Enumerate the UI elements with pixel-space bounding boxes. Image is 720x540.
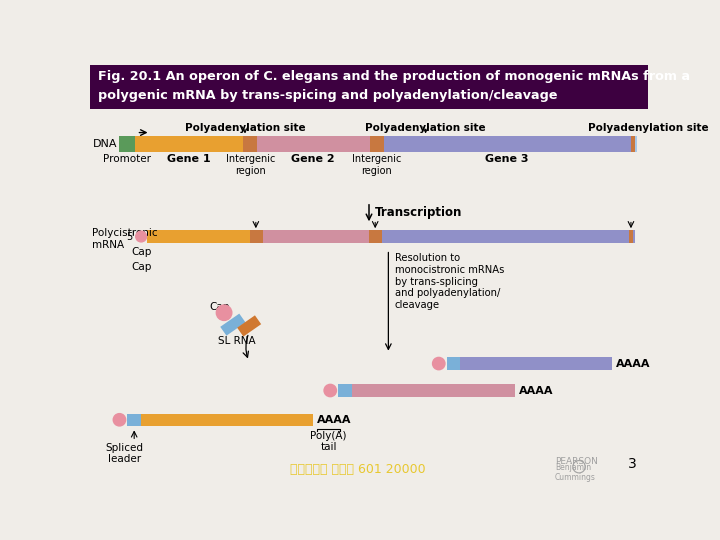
Bar (258, 137, 370, 152)
Text: AAAA: AAAA (317, 415, 351, 425)
Text: 5': 5' (126, 232, 135, 241)
Circle shape (216, 305, 232, 320)
Text: Fig. 20.1 An operon of C. elegans and the production of monogenic mRNAs from a
p: Fig. 20.1 An operon of C. elegans and th… (98, 70, 690, 102)
Bar (382, 231, 635, 242)
Bar (141, 414, 313, 426)
Text: Gene 1: Gene 1 (167, 154, 211, 164)
Bar (243, 137, 258, 152)
Bar (352, 384, 515, 397)
Bar (369, 231, 382, 242)
Bar (384, 137, 631, 152)
Bar (631, 137, 635, 152)
Text: Resolution to
monocistronic mRNAs
by trans-splicing
and polyadenylation/
cleavag: Resolution to monocistronic mRNAs by tra… (395, 253, 504, 310)
Text: Cap: Cap (131, 247, 151, 256)
Text: Intergenic
region: Intergenic region (352, 154, 402, 176)
Text: Poly(A)
tail: Poly(A) tail (310, 430, 347, 452)
Text: 台大農藝系 遗傳學 601 20000: 台大農藝系 遗傳學 601 20000 (289, 463, 426, 476)
Bar (90, 65, 648, 109)
Text: Promoter: Promoter (103, 154, 151, 164)
Circle shape (136, 231, 147, 242)
Bar (237, 315, 261, 336)
Bar (263, 231, 369, 242)
Text: Polyadenylation site: Polyadenylation site (588, 123, 709, 132)
Bar (629, 231, 634, 242)
Circle shape (324, 384, 336, 397)
Text: Spliced
leader: Spliced leader (105, 443, 143, 464)
Bar (147, 231, 250, 242)
Bar (127, 414, 141, 426)
Circle shape (113, 414, 126, 426)
Text: Cap: Cap (131, 262, 151, 272)
Bar (461, 357, 611, 370)
Bar (120, 137, 637, 152)
Text: AAAA: AAAA (616, 359, 650, 369)
Bar (250, 231, 263, 242)
Text: Polycistronic
mRNA: Polycistronic mRNA (92, 228, 158, 249)
Bar (370, 137, 384, 152)
Text: Intergenic
region: Intergenic region (226, 154, 275, 176)
Bar (446, 357, 461, 370)
Text: Cap: Cap (210, 302, 230, 312)
Bar (370, 137, 374, 152)
Text: Polyadenylation site: Polyadenylation site (185, 123, 305, 132)
Text: PEARSON: PEARSON (555, 457, 598, 467)
Text: AAAA: AAAA (518, 386, 553, 395)
Text: Gene 2: Gene 2 (292, 154, 335, 164)
Text: Gene 3: Gene 3 (485, 154, 528, 164)
Bar (338, 384, 352, 397)
Bar (220, 314, 246, 336)
Text: Benjamin
Cummings: Benjamin Cummings (555, 463, 596, 482)
Text: DNA: DNA (93, 139, 117, 149)
Bar (243, 137, 248, 152)
Text: 3: 3 (628, 457, 637, 471)
Bar (135, 137, 243, 152)
Text: SL RNA: SL RNA (218, 336, 256, 346)
Circle shape (433, 357, 445, 370)
Bar (120, 137, 135, 152)
Text: Transcription: Transcription (375, 206, 462, 219)
Text: Polyadenylation site: Polyadenylation site (365, 123, 486, 132)
